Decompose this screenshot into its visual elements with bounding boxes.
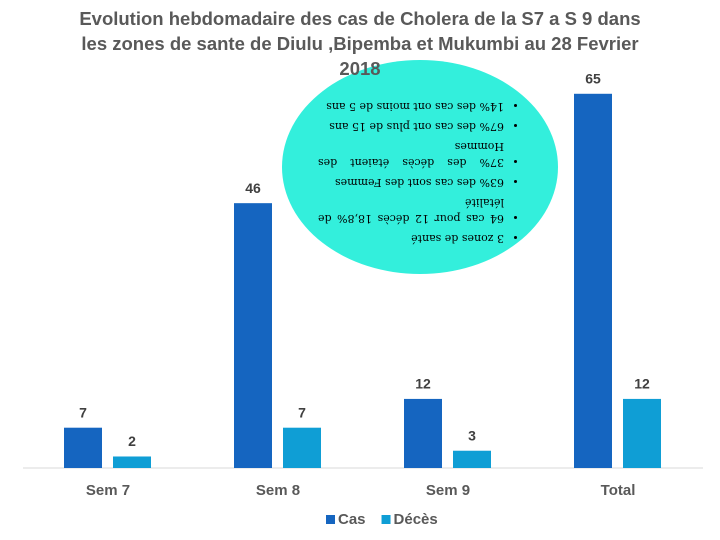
data-label: 12 (415, 376, 431, 392)
x-tick-label: Sem 7 (86, 482, 130, 499)
note-item: 14% des cas ont moins de 5 ans (318, 98, 504, 114)
note-item: 3 zones de santé (318, 230, 504, 246)
legend-label: Cas (338, 511, 366, 528)
bar (623, 398, 661, 468)
bar (283, 427, 321, 468)
note-item: 67% des cas ont plus de 15 ans (318, 118, 504, 134)
x-tick-label: Sem 9 (426, 482, 470, 499)
data-label: 7 (79, 404, 87, 420)
note-item: 63% des cas sont des Femmes (318, 174, 504, 190)
notes-list: 3 zones de santé 64 cas pour 12 décès 18,… (318, 98, 518, 246)
note-item: 37% des décès étaient des Hommes (318, 138, 504, 170)
data-label: 2 (128, 433, 136, 449)
bar (453, 450, 491, 468)
bar (404, 398, 442, 468)
legend-swatch (381, 515, 391, 524)
chart-title: Evolution hebdomadaire des cas de Choler… (79, 8, 641, 79)
data-label: 12 (634, 376, 650, 392)
bar (113, 456, 151, 468)
x-tick-label: Sem 8 (256, 482, 300, 499)
data-label: 3 (468, 427, 476, 443)
note-item: 64 cas pour 12 décès 18,8% de létalité (318, 194, 504, 226)
note-bubble (282, 60, 558, 274)
bar (574, 93, 612, 469)
data-label: 46 (245, 180, 261, 196)
data-label: 65 (585, 70, 601, 86)
legend-label: Décès (394, 511, 438, 528)
legend-swatch (326, 515, 335, 524)
bar (234, 203, 272, 468)
x-tick-label: Total (601, 482, 636, 499)
data-label: 7 (298, 404, 306, 420)
bar (64, 427, 102, 468)
